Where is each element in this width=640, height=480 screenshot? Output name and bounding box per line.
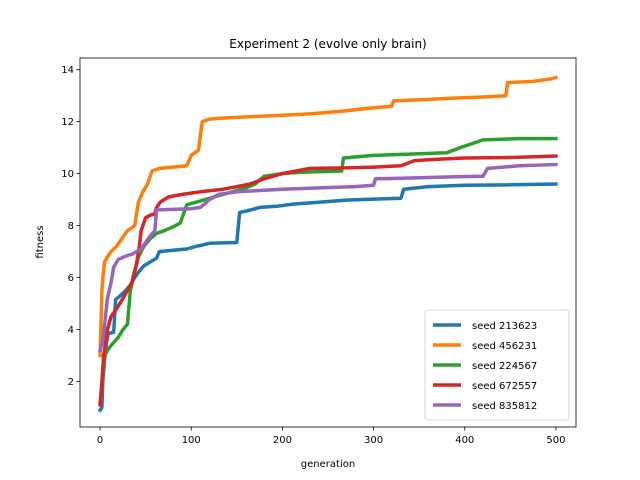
x-tick-label: 500 — [546, 435, 565, 446]
legend-label-4: seed 835812 — [472, 401, 537, 412]
chart-title: Experiment 2 (evolve only brain) — [229, 37, 426, 51]
legend-label-1: seed 456231 — [472, 341, 537, 352]
series-line-0 — [97, 182, 558, 413]
series-line-4 — [97, 162, 558, 353]
y-tick-label: 2 — [68, 377, 74, 388]
x-axis-label: generation — [301, 459, 355, 470]
y-tick-label: 4 — [68, 325, 74, 336]
x-tick-label: 200 — [273, 435, 292, 446]
y-tick-label: 6 — [68, 273, 74, 284]
series-line-2 — [98, 136, 558, 405]
legend-label-2: seed 224567 — [472, 361, 537, 372]
x-tick-label: 400 — [455, 435, 474, 446]
x-tick-label: 0 — [97, 435, 103, 446]
y-tick-label: 12 — [61, 117, 74, 128]
plot-frame — [79, 57, 577, 428]
legend: seed 213623 seed 456231 seed 224567 seed 67… — [424, 309, 570, 421]
series-layer — [97, 75, 559, 413]
series-line-1 — [98, 75, 559, 358]
x-tick-label: 100 — [182, 435, 201, 446]
y-tick-label: 8 — [68, 221, 74, 232]
y-tick-label: 14 — [61, 65, 74, 76]
x-tick-label: 300 — [364, 435, 383, 446]
legend-label-0: seed 213623 — [472, 321, 537, 332]
y-axis-label: fitness — [35, 225, 46, 258]
legend-box — [424, 309, 570, 421]
axes-layer: 0 100 200 300 400 500 2 4 6 8 10 12 14 — [61, 57, 577, 446]
legend-label-3: seed 672557 — [472, 381, 537, 392]
series-line-3 — [98, 154, 558, 407]
y-tick-label: 10 — [61, 169, 74, 180]
